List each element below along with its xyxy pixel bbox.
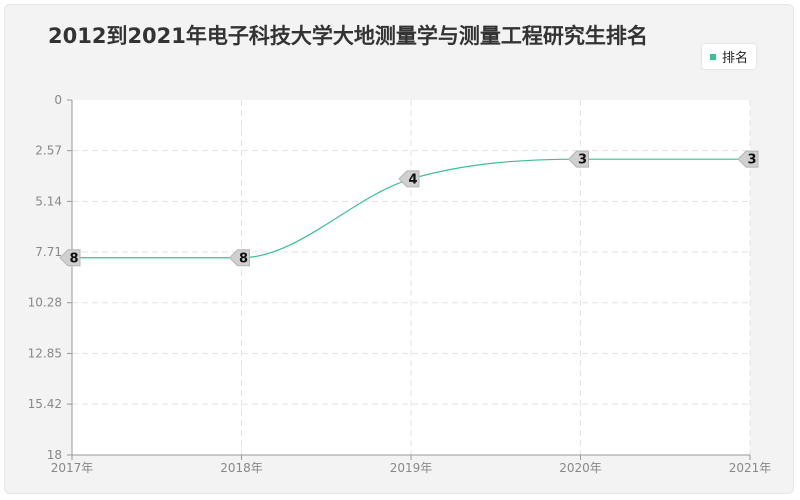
data-label: 8: [239, 251, 248, 266]
y-tick-label: 12.85: [28, 346, 62, 360]
chart-title: 2012到2021年电子科技大学大地测量学与测量工程研究生排名: [48, 24, 648, 48]
y-tick-label: 0: [54, 93, 62, 107]
legend-label: 排名: [721, 51, 748, 66]
data-label: 4: [408, 172, 417, 187]
data-label-bg: [228, 249, 250, 267]
data-label-bg: [398, 170, 420, 188]
x-tick-label: 2021年: [729, 461, 772, 475]
legend[interactable]: 排名: [701, 44, 756, 69]
y-tick-label: 2.57: [35, 144, 62, 158]
x-tick-label: 2017年: [51, 461, 94, 475]
x-tick-label: 2018年: [220, 461, 263, 475]
data-label-bg: [737, 150, 759, 168]
y-tick-label: 15.42: [28, 397, 62, 411]
x-tick-label: 2020年: [559, 461, 602, 475]
y-tick-label: 7.71: [35, 245, 62, 259]
y-tick-label: 5.14: [35, 194, 62, 208]
legend-swatch: [709, 53, 716, 60]
data-label: 8: [69, 251, 78, 266]
data-label-bg: [59, 249, 81, 267]
y-tick-label: 10.28: [28, 296, 62, 310]
data-label: 3: [747, 153, 756, 168]
y-tick-label: 18: [47, 448, 62, 462]
data-label-bg: [567, 150, 589, 168]
x-tick-label: 2019年: [390, 461, 433, 475]
data-label: 3: [578, 153, 587, 168]
